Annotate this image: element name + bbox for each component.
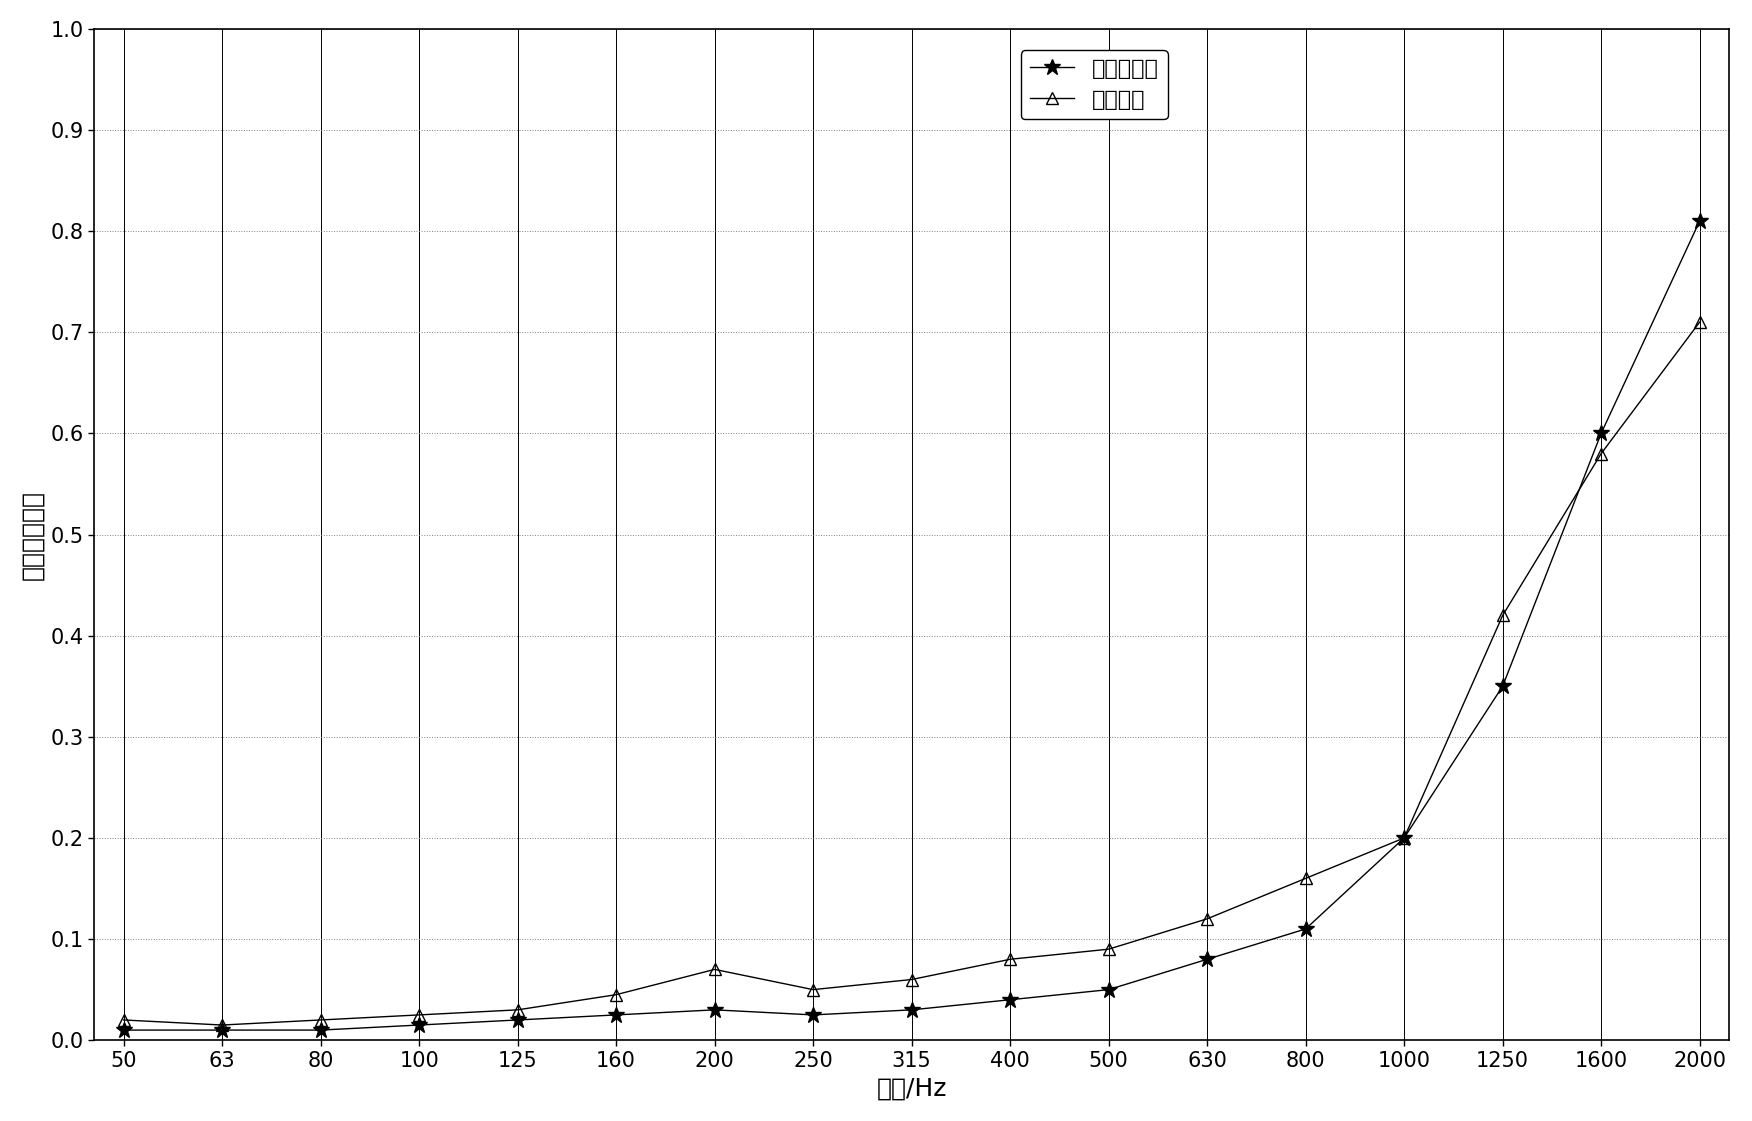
Line: 本发明结果: 本发明结果 (116, 213, 1708, 1038)
测量实验 (802, 983, 823, 997)
本发明结果 (1197, 953, 1218, 966)
本发明结果 (802, 1008, 823, 1021)
测量实验 (901, 973, 922, 986)
Y-axis label: 半均散射系数: 半均散射系数 (21, 490, 46, 580)
本发明结果 (310, 1023, 331, 1037)
本发明结果 (1099, 983, 1120, 997)
测量实验 (212, 1018, 233, 1031)
测量实验 (704, 963, 725, 976)
测量实验 (114, 1013, 135, 1027)
测量实验 (1000, 953, 1021, 966)
本发明结果 (506, 1013, 527, 1027)
本发明结果 (408, 1018, 429, 1031)
本发明结果 (606, 1008, 627, 1021)
测量实验 (1493, 609, 1514, 622)
测量实验 (606, 988, 627, 1001)
测量实验 (1689, 315, 1710, 328)
本发明结果 (1000, 993, 1021, 1007)
本发明结果 (901, 1003, 922, 1017)
本发明结果 (1493, 679, 1514, 693)
本发明结果 (1591, 427, 1612, 441)
测量实验 (1197, 912, 1218, 926)
Legend: 本发明结果, 测量实验: 本发明结果, 测量实验 (1021, 50, 1169, 119)
测量实验 (1591, 447, 1612, 461)
本发明结果 (1393, 831, 1414, 844)
本发明结果 (1295, 923, 1316, 936)
测量实验 (1099, 943, 1120, 956)
测量实验 (1295, 872, 1316, 886)
本发明结果 (212, 1023, 233, 1037)
X-axis label: 频率/Hz: 频率/Hz (876, 1076, 946, 1100)
Line: 测量实验: 测量实验 (117, 316, 1706, 1031)
本发明结果 (114, 1023, 135, 1037)
本发明结果 (1689, 214, 1710, 228)
本发明结果 (704, 1003, 725, 1017)
测量实验 (506, 1003, 527, 1017)
测量实验 (408, 1008, 429, 1021)
测量实验 (1393, 831, 1414, 844)
测量实验 (310, 1013, 331, 1027)
